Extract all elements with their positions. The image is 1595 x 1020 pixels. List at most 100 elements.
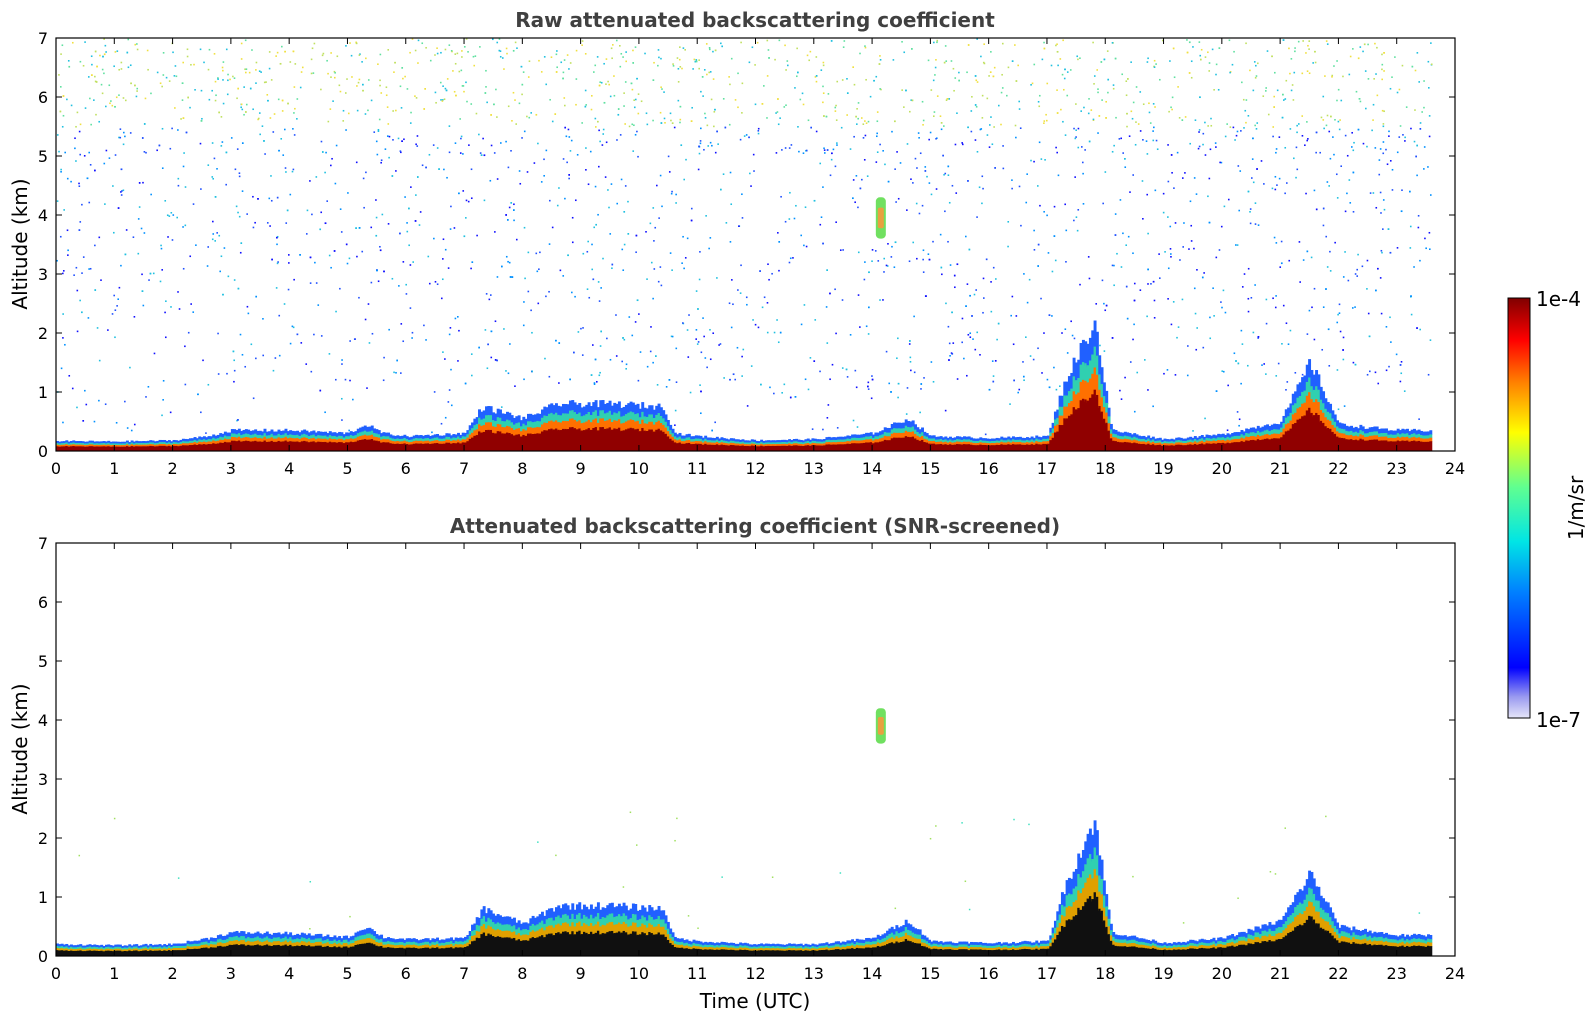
bl-column-fringe [650,405,654,416]
noise-point [652,79,655,81]
bl-column-core [606,428,610,451]
noise-point [184,224,187,227]
bl-column-core [1266,438,1270,451]
noise-point [760,383,762,386]
noise-point [835,332,837,335]
noise-point [1240,382,1242,385]
noise-point [855,386,858,389]
bl-column-fringe [785,440,789,443]
noise-point [1425,247,1427,250]
noise-point [823,149,826,151]
noise-point [100,83,103,86]
noise-point [301,66,304,69]
bl-column-fringe [100,441,104,444]
noise-point [377,128,380,131]
noise-point [1368,335,1371,338]
bl-column-fringe [359,427,363,433]
noise-point [93,99,95,101]
noise-point [1075,103,1077,105]
noise-point [260,71,262,73]
bl-column-fringe [1210,435,1214,440]
noise-point [442,85,444,87]
noise-point [1382,228,1384,230]
bl-column-warm [405,441,409,445]
noise-point [1375,73,1377,75]
bl-column-core [706,444,710,451]
noise-point [981,175,984,178]
bl-column-fringe [165,440,169,444]
noise-point [222,102,225,105]
bl-column-core [265,441,269,451]
noise-point [461,50,463,52]
bl-column-fringe [1018,436,1022,440]
noise-point [434,91,437,94]
bl-column-warm [599,418,603,429]
noise-point [336,55,339,58]
bl-column-fringe [233,429,237,434]
bl-column-core [827,444,831,451]
bl-column-fringe [212,434,216,439]
noise-point [1290,58,1293,60]
bl-column-fringe [974,438,978,442]
noise-point [1096,69,1099,71]
bl-column-mid [683,438,687,442]
noise-point [433,391,436,393]
bl-column-warm [1030,441,1034,445]
bl-column-core [256,441,260,451]
noise-point [551,120,554,123]
noise-point [548,290,550,293]
bl-column-core [214,443,218,451]
noise-point [753,170,755,172]
noise-point [1054,259,1057,262]
noise-point [591,243,593,246]
noise-point [361,61,363,63]
bl-column-fringe [697,435,701,439]
noise-point [1357,128,1360,131]
noise-point [1055,44,1057,47]
noise-point [526,171,529,173]
bl-column-mid [743,442,747,445]
bl-column-warm [398,441,402,445]
bl-column-mid [368,431,372,436]
noise-point [712,332,715,335]
bl-column-core [1217,442,1221,451]
noise-point [625,60,627,63]
noise-point [450,368,452,371]
bl-column-warm [904,430,908,437]
noise-point [1337,120,1340,123]
noise-point [470,353,473,355]
bl-column-mid [711,440,715,443]
noise-point [1301,72,1304,75]
noise-point [1197,147,1200,150]
bl-column-warm [554,420,558,430]
noise-point [736,346,739,349]
noise-point [274,357,277,359]
bl-column-core [1004,444,1008,451]
noise-point [1189,142,1192,145]
bl-column-fringe [1116,431,1120,436]
noise-point [1247,115,1250,117]
bl-column-mid [1189,439,1193,443]
noise-point [143,232,146,234]
noise-point [208,98,211,101]
bl-column-mid [342,437,346,441]
bl-column-core [1224,443,1228,451]
bl-column-warm [1016,442,1020,445]
noise-point [178,308,181,310]
noise-point [574,199,577,202]
noise-point [76,330,79,333]
noise-point [668,379,671,381]
noise-point [1252,137,1254,140]
noise-point [619,134,622,136]
bl-column-warm [606,420,610,430]
noise-point [1038,141,1041,144]
noise-point [766,331,769,334]
noise-point [1176,151,1179,154]
noise-point [1007,221,1010,223]
noise-point [1257,337,1259,339]
bl-column-fringe [748,440,752,443]
noise-point [1246,364,1249,367]
noise-point [632,49,634,52]
noise-point [444,358,446,360]
noise-point [212,233,215,235]
